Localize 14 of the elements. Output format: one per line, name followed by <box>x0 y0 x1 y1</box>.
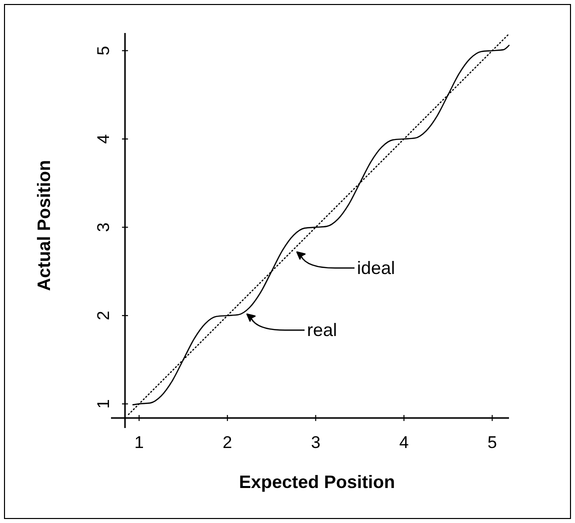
legend-label: ideal <box>356 258 395 278</box>
y-tick-label: 1 <box>94 399 113 409</box>
y-tick-label: 5 <box>94 46 113 56</box>
y-axis-title: Actual Position <box>34 160 54 292</box>
x-tick-label: 1 <box>134 433 144 452</box>
y-tick-label: 3 <box>94 222 113 232</box>
legend-label: real <box>307 320 338 340</box>
y-tick-label: 4 <box>94 134 113 144</box>
x-tick-label: 5 <box>487 433 497 452</box>
x-tick-label: 2 <box>222 433 232 452</box>
x-axis-title: Expected Position <box>238 472 396 492</box>
x-tick-label: 4 <box>399 433 409 452</box>
x-tick-label: 3 <box>310 433 320 452</box>
y-tick-label: 2 <box>94 310 113 320</box>
